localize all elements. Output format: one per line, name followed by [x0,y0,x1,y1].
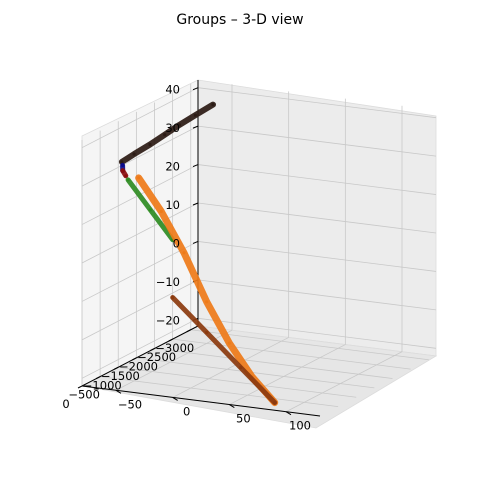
x-tick-label-1: −2500 [137,350,176,364]
grid-z-left-0 [81,317,199,379]
series-0-point-3 [163,133,167,137]
series-4-point-4 [227,341,231,345]
y-tick-0 [115,389,122,394]
z-tick-label-3: 10 [165,198,180,212]
series-5 [170,295,278,406]
grid-z-left-1 [81,279,199,341]
chart-title: Groups – 3-D view [176,12,303,28]
series-0-point-6 [120,160,124,164]
grid-z-back-2 [197,241,437,272]
series-0-point-1 [193,113,197,117]
grid-z-back-5 [197,125,437,157]
z-tick-label-1: −10 [156,275,180,289]
x-tick-4 [114,366,119,370]
y-tick-label-1: 0 [183,404,190,418]
series-5-point-2 [239,366,243,370]
x-tick-label-3: −1500 [101,369,140,383]
x-tick-3 [132,357,137,361]
z-tick-label-5: 30 [165,121,180,135]
grid-z-back-1 [197,279,437,311]
grid-y-floor-1 [172,337,289,398]
series-1-point-0 [121,163,125,167]
y-tick-label-3: 100 [289,419,311,433]
grid-x-floor-3 [136,357,375,389]
y-axis-line [81,385,321,417]
y-tick-label-0: −50 [118,397,142,411]
grid-z-left-2 [81,241,199,302]
y-tick-3 [285,411,292,416]
grid-x-floor-2 [154,348,393,379]
x-tick-2 [150,348,155,351]
z-tick-label-2: 0 [173,236,180,250]
series-0-point-4 [148,142,152,147]
grid-y-floor-3 [285,351,403,413]
z-tick-label-4: 20 [165,160,180,174]
x-tick-5 [95,376,101,380]
x-tick-label-6: 0 [62,397,69,411]
grid-y-floor-2 [229,344,346,405]
grid-z-left-3 [81,202,199,264]
series-4-point-2 [182,251,186,255]
grid-z-left-6 [81,87,199,149]
series-0-point-5 [132,152,136,156]
series-3-point-0 [126,178,130,182]
z-tick-6 [192,87,199,91]
x-tick-1 [168,338,173,342]
series-2-point-1 [124,174,128,178]
series-2-point-0 [121,169,125,173]
series-3-point-1 [148,208,152,212]
z-tick-5 [192,125,199,129]
y-tick-label-2: 50 [236,412,251,426]
series-4-point-1 [159,209,163,214]
z-tick-3 [192,202,199,206]
series-4-point-0 [137,176,141,180]
series-5-point-0 [171,295,175,300]
grid-x-floor-0 [190,329,429,361]
z-tick-4 [192,164,199,168]
x-axis-line [81,325,199,387]
y-tick-2 [229,404,235,409]
grid-z-back-6 [197,87,437,119]
series-4-point-3 [205,300,209,304]
z-tick-label-0: −20 [156,313,180,327]
series-0-point-0 [211,103,215,107]
x-tick-label-0: −3000 [155,341,194,355]
grid-x-floor-4 [118,366,357,398]
x-tick-6 [77,385,83,389]
y-tick-1 [172,396,178,401]
grid-x-floor-5 [100,376,339,408]
z-tick-label-6: 40 [165,83,180,97]
grid-z-back-4 [197,164,437,195]
series-5-point-3 [273,401,277,405]
x-tick-label-5: −500 [68,388,100,402]
x-tick-label-4: −1000 [83,378,122,392]
grid-z-left-5 [81,125,199,187]
z-tick-2 [192,240,199,244]
series-0-point-2 [177,123,181,127]
grid-z-back-0 [197,317,437,349]
grid-x-floor-1 [172,338,411,370]
x-tick-0 [186,329,191,333]
x-tick-label-2: −2000 [119,360,158,374]
series-5-point-1 [205,330,209,335]
surfaces [118,101,279,407]
grid-z-back-3 [197,202,437,234]
